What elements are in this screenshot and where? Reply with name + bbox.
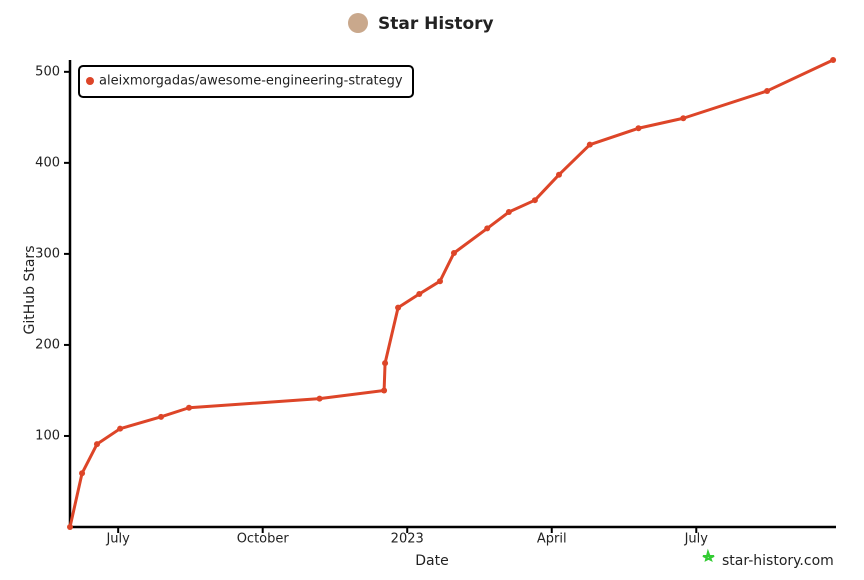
chart-title: Star History (378, 14, 494, 34)
y-tick-label: 300 (35, 246, 60, 261)
x-tick-label: 2023 (391, 532, 424, 547)
data-point (450, 249, 457, 256)
data-point (316, 395, 323, 402)
legend-box (78, 65, 414, 98)
avatar (348, 13, 368, 33)
legend: aleixmorgadas/awesome-engineering-strate… (78, 65, 414, 98)
x-tick-label: October (237, 532, 290, 547)
data-point (395, 304, 402, 311)
data-point (416, 290, 423, 297)
data-point (505, 209, 512, 216)
data-point (555, 171, 562, 178)
data-point (764, 87, 771, 94)
series-line (68, 58, 834, 528)
x-tick-label: July (105, 532, 130, 547)
data-point (531, 197, 538, 204)
data-point (185, 404, 192, 411)
y-tick-label: 200 (35, 337, 60, 352)
data-point (436, 278, 443, 285)
data-point (381, 387, 388, 394)
legend-marker (86, 77, 94, 85)
y-tick-label: 100 (35, 428, 60, 443)
legend-label: aleixmorgadas/awesome-engineering-strate… (99, 74, 403, 89)
x-tick-label: April (537, 532, 567, 547)
y-tick-label: 400 (35, 155, 60, 170)
data-point (158, 413, 165, 420)
watermark: star-history.com (722, 553, 834, 569)
data-point (93, 441, 100, 448)
data-point (117, 425, 124, 432)
watermark-logo (702, 548, 715, 563)
data-point (67, 524, 73, 530)
data-point (586, 141, 593, 148)
y-axis-label: GitHub Stars (22, 246, 38, 335)
data-point (484, 225, 491, 232)
data-point (79, 470, 86, 477)
x-tick-label: July (684, 532, 709, 547)
y-tick-label: 500 (35, 64, 60, 79)
x-axis-label: Date (415, 553, 448, 569)
data-point (680, 115, 687, 122)
data-point (635, 125, 642, 132)
data-point (382, 360, 389, 367)
data-point (830, 57, 837, 63)
